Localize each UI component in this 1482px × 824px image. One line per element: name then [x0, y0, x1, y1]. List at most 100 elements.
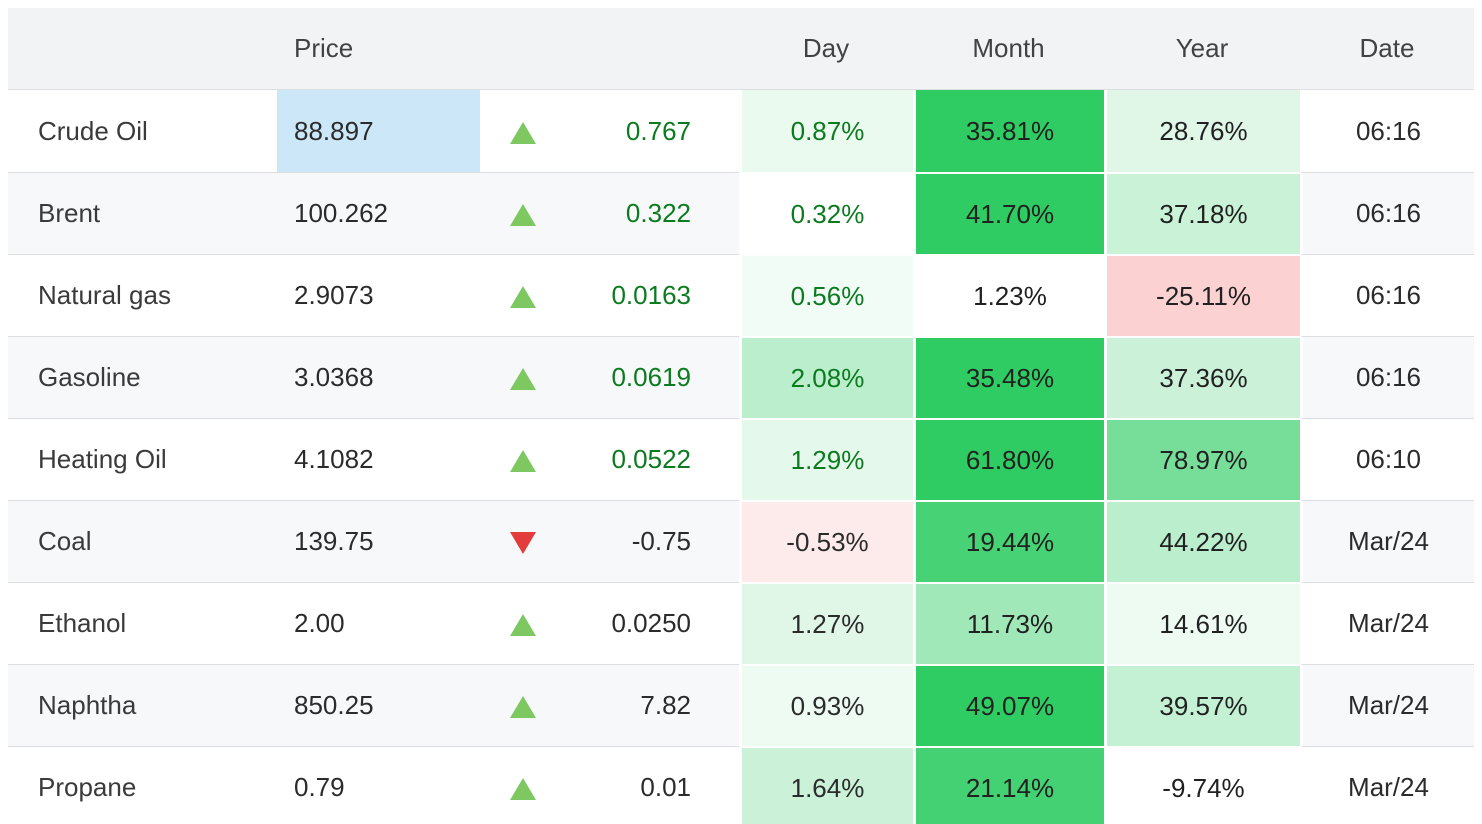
- column-header-name: [8, 8, 277, 90]
- year-percent-cell: 78.97%: [1104, 418, 1300, 500]
- up-arrow-icon: [509, 450, 536, 473]
- change-cell: 7.82: [565, 664, 739, 746]
- price-cell: 88.897: [277, 90, 480, 172]
- date-cell: 06:16: [1300, 254, 1474, 336]
- commodity-name[interactable]: Gasoline: [8, 336, 277, 418]
- year-percent-cell: -9.74%: [1104, 746, 1300, 824]
- arrow-cell: [480, 746, 565, 824]
- change-cell: 0.767: [625, 115, 691, 146]
- price-cell: 139.75: [277, 500, 480, 582]
- change-cell: 0.0619: [565, 336, 739, 418]
- year-percent-cell: 44.22%: [1104, 500, 1300, 582]
- commodity-name[interactable]: Crude Oil: [38, 115, 148, 146]
- date-cell: Mar/24: [1300, 746, 1474, 824]
- commodity-name[interactable]: Brent: [8, 172, 277, 254]
- table-row[interactable]: Ethanol 2.00 0.0250 1.27% 11.73% 14.61% …: [8, 582, 1474, 664]
- table-row[interactable]: Propane 0.79 0.01 1.64% 21.14% -9.74% Ma…: [8, 746, 1474, 824]
- month-percent-cell: 61.80%: [913, 418, 1104, 500]
- arrow-cell: [480, 254, 565, 336]
- up-arrow-icon: [509, 204, 536, 227]
- year-percent-cell: 14.61%: [1104, 582, 1300, 664]
- date-cell: 06:16: [1300, 172, 1474, 254]
- column-header-arrow: [480, 8, 565, 90]
- change-cell: 0.0250: [565, 582, 739, 664]
- commodity-name[interactable]: Natural gas: [8, 254, 277, 336]
- date-cell: Mar/24: [1300, 500, 1474, 582]
- day-percent-cell: 0.56%: [739, 254, 913, 336]
- price-cell: 850.25: [277, 664, 480, 746]
- up-arrow-icon: [509, 368, 536, 391]
- table-row[interactable]: Heating Oil 4.1082 0.0522 1.29% 61.80% 7…: [8, 418, 1474, 500]
- commodity-name[interactable]: Naphtha: [8, 664, 277, 746]
- year-percent-cell: 37.36%: [1104, 336, 1300, 418]
- commodity-name[interactable]: Heating Oil: [8, 418, 277, 500]
- table-row[interactable]: Gasoline 3.0368 0.0619 2.08% 35.48% 37.3…: [8, 336, 1474, 418]
- day-percent-cell: 1.27%: [739, 582, 913, 664]
- up-arrow-icon: [509, 696, 536, 719]
- table-row[interactable]: Natural gas 2.9073 0.0163 0.56% 1.23% -2…: [8, 254, 1474, 336]
- table-row[interactable]: Brent 100.262 0.322 0.32% 41.70% 37.18% …: [8, 172, 1474, 254]
- arrow-cell: [480, 664, 565, 746]
- month-percent-cell: 19.44%: [913, 500, 1104, 582]
- arrow-cell: [480, 582, 565, 664]
- table-body: Crude Oil 88.897 0.767 0.87% 35.81% 28.7…: [8, 90, 1474, 824]
- column-header-price: Price: [277, 8, 480, 90]
- date-cell: 06:16: [1300, 90, 1474, 172]
- price-cell: 100.262: [277, 172, 480, 254]
- day-percent-cell: 1.29%: [739, 418, 913, 500]
- column-header-day: Day: [739, 8, 913, 90]
- price-cell: 4.1082: [277, 418, 480, 500]
- date-cell: Mar/24: [1300, 582, 1474, 664]
- month-percent-cell: 35.81%: [913, 90, 1104, 172]
- month-percent-cell: 41.70%: [913, 172, 1104, 254]
- change-cell: 0.0163: [565, 254, 739, 336]
- month-percent-cell: 49.07%: [913, 664, 1104, 746]
- commodity-name[interactable]: Coal: [8, 500, 277, 582]
- up-arrow-icon: [509, 286, 536, 309]
- up-arrow-icon: [509, 778, 536, 801]
- up-arrow-icon: [509, 121, 536, 144]
- commodity-name[interactable]: Propane: [8, 746, 277, 824]
- change-cell: -0.75: [565, 500, 739, 582]
- column-header-year: Year: [1104, 8, 1300, 90]
- table-row[interactable]: Crude Oil 88.897 0.767 0.87% 35.81% 28.7…: [8, 90, 1474, 172]
- year-percent-cell: 28.76%: [1104, 90, 1300, 172]
- date-cell: 06:16: [1300, 336, 1474, 418]
- year-percent-cell: 37.18%: [1104, 172, 1300, 254]
- header-row: Price Day Month Year Date: [8, 8, 1474, 90]
- month-percent-cell: 11.73%: [913, 582, 1104, 664]
- month-percent-cell: 21.14%: [913, 746, 1104, 824]
- date-cell: 06:10: [1300, 418, 1474, 500]
- month-percent-cell: 1.23%: [913, 254, 1104, 336]
- change-cell: 0.0522: [565, 418, 739, 500]
- price-cell: 0.79: [277, 746, 480, 824]
- commodity-name[interactable]: Ethanol: [8, 582, 277, 664]
- day-percent-cell: 2.08%: [739, 336, 913, 418]
- arrow-cell: [480, 90, 565, 172]
- arrow-cell: [480, 418, 565, 500]
- table-header: Price Day Month Year Date: [8, 8, 1474, 90]
- year-percent-cell: -25.11%: [1104, 254, 1300, 336]
- arrow-cell: [480, 172, 565, 254]
- column-header-month: Month: [913, 8, 1104, 90]
- arrow-cell: [480, 336, 565, 418]
- year-percent-cell: 39.57%: [1104, 664, 1300, 746]
- down-arrow-icon: [509, 532, 536, 555]
- change-cell: 0.322: [565, 172, 739, 254]
- day-percent-cell: -0.53%: [739, 500, 913, 582]
- column-header-date: Date: [1300, 8, 1474, 90]
- column-header-change: [565, 8, 739, 90]
- price-cell: 3.0368: [277, 336, 480, 418]
- price-cell: 2.00: [277, 582, 480, 664]
- price-cell: 2.9073: [277, 254, 480, 336]
- commodities-table: Price Day Month Year Date Crude Oil 88.8…: [8, 8, 1474, 824]
- table-row[interactable]: Coal 139.75 -0.75 -0.53% 19.44% 44.22% M…: [8, 500, 1474, 582]
- date-cell: Mar/24: [1300, 664, 1474, 746]
- arrow-cell: [480, 500, 565, 582]
- table-row[interactable]: Naphtha 850.25 7.82 0.93% 49.07% 39.57% …: [8, 664, 1474, 746]
- day-percent-cell: 0.87%: [739, 90, 913, 172]
- day-percent-cell: 0.32%: [739, 172, 913, 254]
- change-cell: 0.01: [565, 746, 739, 824]
- day-percent-cell: 0.93%: [739, 664, 913, 746]
